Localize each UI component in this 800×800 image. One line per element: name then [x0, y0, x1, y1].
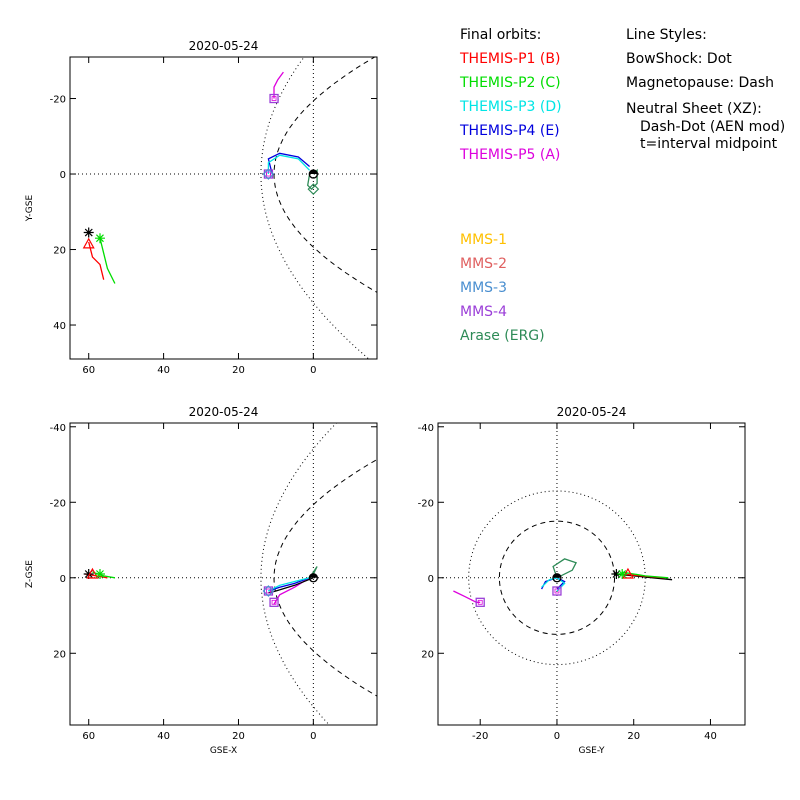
plot-title: 2020-05-24 [189, 39, 259, 53]
x-tick-label: 40 [157, 731, 170, 742]
x-axis-label: GSE-X [210, 746, 237, 756]
legend-mms-2: MMS-2 [460, 256, 508, 272]
magnetopause-boundary [498, 520, 616, 635]
legend-themis-p1: THEMIS-P1 (B) [460, 51, 561, 67]
x-tick-label: 40 [704, 731, 717, 742]
legend-themis-p3: THEMIS-P3 (D) [460, 99, 562, 115]
bowshock-boundary [260, 423, 338, 725]
x-tick-label: -20 [472, 731, 488, 742]
plot-panel-3: 2020-05-24 GSE-Y -20 0 20 40 -40 -20 0 20 [418, 405, 746, 756]
legend-themis-p2: THEMIS-P2 (C) [460, 75, 561, 91]
line-style-time-note: t=interval midpoint [640, 136, 778, 152]
legend-themis-p4: THEMIS-P4 (E) [460, 123, 560, 139]
line-style-neutral-sheet-detail: Dash-Dot (AEN mod) [640, 119, 786, 135]
square-marker-inner [554, 588, 560, 594]
legend-themis-p5: THEMIS-P5 (A) [460, 147, 561, 163]
star-marker [617, 569, 628, 579]
y-tick-label: 40 [53, 321, 66, 332]
orbits-legend: Final orbits: THEMIS-P1 (B) THEMIS-P2 (C… [460, 23, 562, 167]
diamond-marker [262, 168, 275, 180]
orbit-track-4 [552, 558, 578, 579]
square-marker-inner [477, 599, 483, 605]
y-tick-label: -40 [50, 423, 66, 434]
earth-marker-dayside [309, 573, 318, 578]
line-style-magnetopause: Magnetopause: Dash [626, 75, 775, 91]
line-styles-title: Line Styles: [626, 27, 707, 43]
square-marker-inner [266, 171, 271, 177]
plot-frame [69, 422, 378, 726]
orbit-track-6 [99, 238, 116, 284]
legend-mms-4: MMS-4 [460, 304, 508, 320]
square-marker [269, 93, 279, 104]
y-tick-label: 20 [53, 246, 66, 257]
bowshock-boundary [260, 57, 370, 359]
x-tick-label: 20 [627, 731, 640, 742]
plot-title: 2020-05-24 [557, 405, 627, 419]
square-marker-inner [271, 96, 277, 101]
star-marker [95, 233, 105, 244]
x-tick-label: 60 [82, 365, 95, 376]
square-marker [552, 586, 562, 596]
line-style-neutral-sheet: Neutral Sheet (XZ): [626, 101, 762, 117]
earth-marker-dayside [552, 573, 561, 578]
y-tick-label: 0 [428, 574, 434, 585]
line-styles-legend: Line Styles: BowShock: Dot Magnetopause:… [626, 23, 785, 153]
diamond-marker [262, 585, 275, 597]
plot-panel-2: 2020-05-24 GSE-X Z-GSE 60 40 20 0 -40 -20 0 20 [25, 405, 378, 756]
square-marker-inner [266, 588, 271, 594]
orbits-legend-title: Final orbits: [460, 27, 542, 43]
y-tick-label: -20 [418, 498, 434, 509]
magnetopause-boundary [273, 458, 377, 697]
plot-panel-1: 2020-05-24 Y-GSE 60 40 20 0 -20 0 20 40 [25, 39, 378, 376]
plot-frame [437, 422, 746, 726]
square-marker [263, 169, 274, 179]
y-tick-label: 20 [421, 649, 434, 660]
square-marker [263, 586, 274, 596]
y-axis-label: Z-GSE [25, 560, 35, 588]
line-style-bowshock: BowShock: Dot [626, 51, 732, 67]
legend-mms-3: MMS-3 [460, 280, 508, 296]
x-tick-label: 40 [157, 365, 170, 376]
orbit-track-3 [268, 577, 310, 592]
bowshock-boundary [468, 490, 646, 666]
earth-marker-dayside [309, 170, 318, 175]
orbit-track-2 [267, 152, 311, 175]
star-marker [83, 569, 94, 579]
y-tick-label: -20 [50, 95, 66, 106]
orbit-track-5 [88, 241, 105, 280]
y-axis-label: Y-GSE [25, 195, 35, 223]
mms-legend: MMS-1 MMS-2 MMS-3 MMS-4 Arase (ERG) [460, 228, 545, 348]
square-marker [269, 597, 279, 607]
star-marker [83, 227, 94, 238]
plot-frame [69, 56, 378, 360]
y-tick-label: -40 [418, 423, 434, 434]
legend-mms-1: MMS-1 [460, 232, 508, 248]
triangle-marker [82, 237, 95, 249]
x-axis-label: GSE-Y [578, 746, 605, 756]
diamond-marker [307, 183, 320, 195]
triangle-marker [86, 567, 99, 579]
x-tick-label: 60 [82, 731, 95, 742]
square-marker [475, 597, 485, 607]
x-tick-label: 0 [310, 731, 316, 742]
y-tick-label: 0 [60, 170, 66, 181]
orbit-track-7 [92, 571, 116, 579]
x-tick-label: 0 [554, 731, 560, 742]
orbit-track-3 [267, 154, 311, 174]
y-tick-label: -20 [50, 498, 66, 509]
orbit-track-2 [268, 577, 310, 592]
x-tick-label: 0 [310, 365, 316, 376]
plot-title: 2020-05-24 [189, 405, 259, 419]
y-tick-label: 0 [60, 574, 66, 585]
x-tick-label: 20 [232, 731, 245, 742]
legend-arase: Arase (ERG) [460, 328, 545, 344]
square-marker-inner [271, 599, 277, 605]
star-marker [611, 569, 622, 579]
y-tick-label: 20 [53, 649, 66, 660]
orbit-track-5 [268, 577, 314, 594]
star-marker [95, 569, 105, 579]
x-tick-label: 20 [232, 365, 245, 376]
orbit-track-1 [273, 71, 284, 99]
